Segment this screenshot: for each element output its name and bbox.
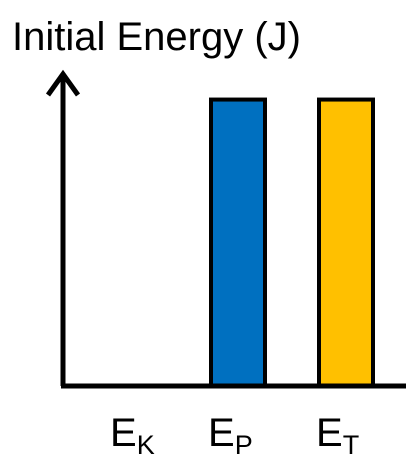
bar-ep xyxy=(209,97,267,388)
x-tick-label-ep: EP xyxy=(208,411,253,459)
bars xyxy=(209,97,375,388)
chart-title: Initial Energy (J) xyxy=(12,15,301,59)
x-tick-labels: EK EP ET xyxy=(110,411,359,459)
bar-et xyxy=(317,97,375,388)
x-tick-label-ek: EK xyxy=(110,411,155,459)
x-tick-label-et: ET xyxy=(316,411,359,459)
y-axis-arrowhead xyxy=(45,69,81,97)
